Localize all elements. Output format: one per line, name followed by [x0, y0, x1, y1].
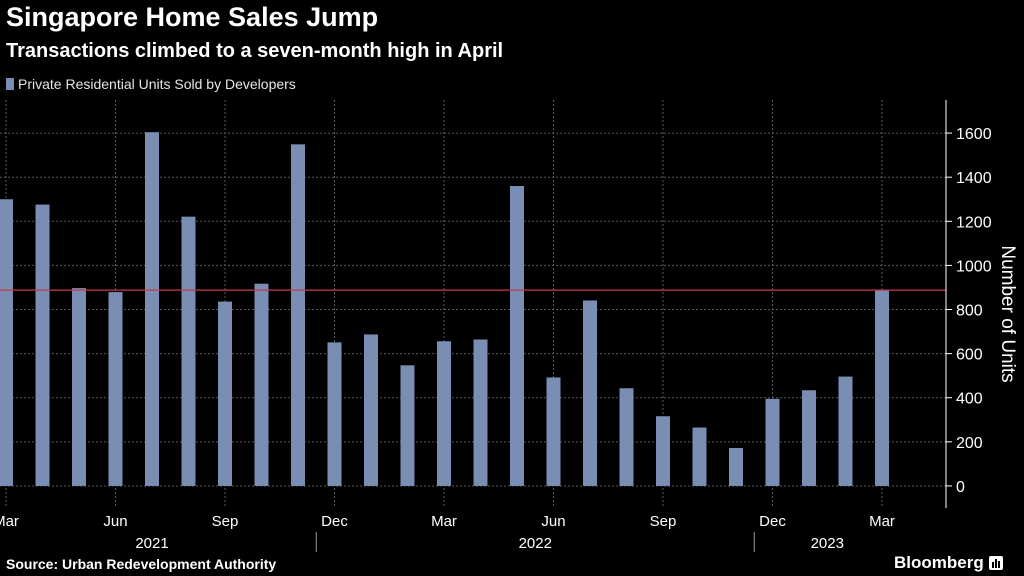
- bar-sep-2022: [656, 416, 670, 486]
- brand-name: Bloomberg: [894, 553, 984, 572]
- source-note: Source: Urban Redevelopment Authority: [6, 556, 277, 572]
- bar-dec-2022: [765, 398, 780, 486]
- bar-apr-2022: [473, 339, 488, 486]
- x-tick-label: Mar: [0, 513, 19, 530]
- chart-subtitle: Transactions climbed to a seven-month hi…: [6, 40, 504, 62]
- x-year-label: 2021: [135, 535, 168, 552]
- y-axis-title: Number of Units: [997, 245, 1018, 382]
- y-tick-label: 1200: [956, 214, 992, 231]
- bar-jan-2022: [364, 334, 378, 486]
- y-tick-label: 1400: [956, 170, 992, 187]
- bar-may-2022: [510, 186, 524, 486]
- y-tick-label: 1600: [956, 126, 992, 143]
- bar-nov-2022: [729, 448, 743, 486]
- bar-jun-2022: [546, 377, 561, 486]
- bloomberg-bars-icon: [988, 556, 1003, 570]
- bar-mar-2022: [437, 341, 451, 486]
- bar-sep-2021: [218, 301, 232, 486]
- legend: Private Residential Units Sold by Develo…: [6, 76, 296, 92]
- bar-nov-2021: [291, 144, 305, 486]
- y-tick-label: 800: [956, 303, 983, 320]
- x-tick-label: Mar: [431, 513, 457, 530]
- bar-apr-2021: [35, 204, 50, 486]
- x-tick-label: Sep: [212, 513, 239, 530]
- legend-label: Private Residential Units Sold by Develo…: [18, 76, 296, 92]
- x-tick-label: Jun: [103, 513, 127, 530]
- x-year-label: 2023: [811, 535, 844, 552]
- y-tick-label: 400: [956, 391, 983, 408]
- bar-feb-2022: [400, 365, 415, 486]
- x-tick-label: Dec: [759, 513, 786, 530]
- x-tick-label: Dec: [321, 513, 348, 530]
- bar-feb-2023: [838, 376, 853, 486]
- bar-dec-2021: [327, 342, 342, 486]
- y-tick-label: 1000: [956, 258, 992, 275]
- bar-aug-2022: [619, 388, 634, 486]
- bar-mar-2023: [875, 290, 889, 486]
- x-tick-label: Mar: [869, 513, 895, 530]
- brand-logo: Bloomberg: [894, 553, 1003, 573]
- bar-jul-2022: [583, 300, 597, 486]
- bar-jul-2021: [145, 132, 159, 486]
- x-tick-label: Sep: [650, 513, 677, 530]
- chart-title: Singapore Home Sales Jump: [6, 2, 379, 32]
- y-tick-label: 600: [956, 347, 983, 364]
- bar-may-2021: [72, 288, 86, 486]
- legend-swatch: [6, 78, 14, 90]
- bar-jun-2021: [108, 292, 123, 486]
- bar-oct-2022: [692, 427, 707, 486]
- y-tick-label: 200: [956, 435, 983, 452]
- bar-aug-2021: [181, 216, 196, 486]
- y-tick-label: 0: [956, 479, 965, 496]
- x-year-label: 2022: [519, 535, 552, 552]
- bar-oct-2021: [254, 283, 269, 486]
- x-tick-label: Jun: [541, 513, 565, 530]
- bar-jan-2023: [802, 390, 816, 486]
- bar-mar-2021: [0, 199, 13, 486]
